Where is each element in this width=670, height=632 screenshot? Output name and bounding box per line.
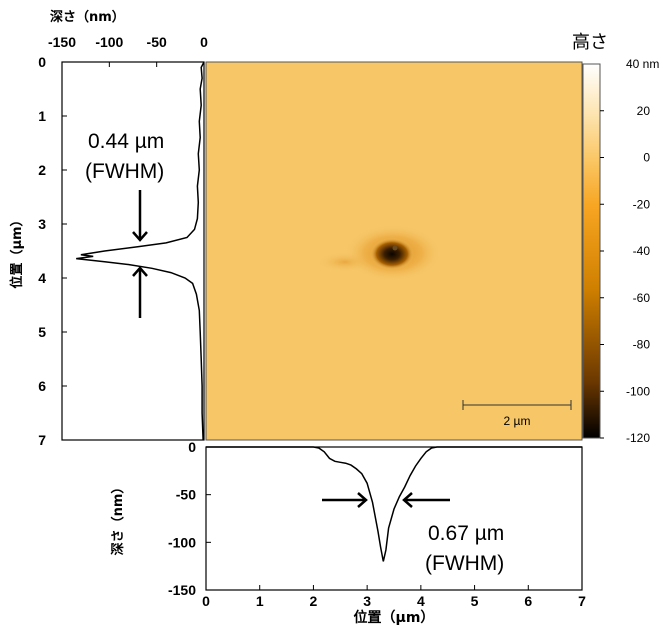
left-y-axis-label: 位置（µm） — [9, 213, 25, 288]
left-fwhm-value: 0.44 µm — [88, 130, 164, 153]
left-y-tick-label: 5 — [38, 324, 46, 340]
colorbar-tick-label: 0 — [643, 151, 650, 165]
left-plot-frame — [61, 61, 205, 441]
colorbar-title: 高さ — [572, 32, 608, 53]
bottom-fwhm-note: (FWHM) — [425, 552, 504, 575]
left-fwhm-note: (FWHM) — [85, 160, 164, 183]
left-profile-chart: -150 -100 -50 0 0 1 2 3 4 5 6 7 深さ（nm） 位置（µm） 0.44 … — [9, 9, 208, 448]
bottom-x-tick-label: 3 — [363, 593, 371, 609]
left-x-tick-label: -150 — [48, 34, 76, 50]
afm-pit-highlight — [392, 245, 398, 251]
colorbar: 高さ 40 nm 20 0 -20 -40 -60 -80 -100 -120 — [572, 32, 659, 445]
colorbar-tick-label: -80 — [633, 338, 651, 352]
colorbar-gradient — [582, 63, 601, 439]
colorbar-tick-label: -40 — [633, 244, 651, 258]
left-x-tick-label: 0 — [200, 34, 208, 50]
afm-pit — [370, 238, 414, 270]
colorbar-unit-label: 40 nm — [626, 57, 659, 71]
colorbar-tick-label: -20 — [633, 197, 651, 211]
bottom-x-tick-label: 7 — [578, 593, 586, 609]
bottom-x-tick-label: 1 — [256, 593, 264, 609]
left-x-axis-label: 深さ（nm） — [50, 9, 125, 25]
bottom-profile-line — [206, 446, 582, 562]
colorbar-tick-label: -120 — [626, 431, 650, 445]
scale-bar: 2 µm — [462, 400, 572, 428]
left-y-tick-label: 3 — [38, 216, 46, 232]
bottom-profile-chart: 0 1 2 3 4 5 6 7 0 -50 -100 -150 位置（µm） 深さ（nm） 0.67 … — [110, 439, 586, 626]
left-x-tick-label: -50 — [147, 34, 167, 50]
bottom-x-tick-label: 4 — [417, 593, 425, 609]
bottom-y-tick-label: -150 — [168, 582, 196, 598]
left-y-tick-label: 6 — [38, 378, 46, 394]
left-fwhm-marker — [132, 190, 148, 318]
bottom-fwhm-marker — [322, 492, 450, 508]
colorbar-tick-label: 20 — [637, 104, 651, 118]
colorbar-tick-label: -100 — [626, 384, 650, 398]
bottom-x-tick-label: 6 — [524, 593, 532, 609]
bottom-x-tick-label: 5 — [471, 593, 479, 609]
bottom-y-tick-label: 0 — [188, 439, 196, 455]
left-profile-line — [76, 61, 205, 441]
bottom-y-tick-label: -100 — [168, 534, 196, 550]
afm-image — [205, 61, 583, 441]
colorbar-tick-label: -60 — [633, 291, 651, 305]
left-y-tick-label: 2 — [38, 162, 46, 178]
bottom-x-axis-label: 位置（µm） — [354, 609, 435, 626]
bottom-y-axis-label: 深さ（nm） — [110, 481, 126, 556]
bottom-plot-frame — [205, 446, 583, 591]
left-y-tick-label: 0 — [38, 54, 46, 70]
left-y-tick-label: 4 — [38, 270, 46, 286]
scale-bar-label: 2 µm — [504, 414, 531, 428]
bottom-x-tick-label: 2 — [310, 593, 318, 609]
bottom-x-tick-label: 0 — [202, 593, 210, 609]
bottom-y-tick-label: -50 — [176, 487, 196, 503]
left-y-tick-label: 1 — [38, 108, 46, 124]
left-x-tick-label: -100 — [95, 34, 123, 50]
left-y-tick-label: 7 — [38, 432, 46, 448]
bottom-fwhm-value: 0.67 µm — [428, 522, 504, 545]
